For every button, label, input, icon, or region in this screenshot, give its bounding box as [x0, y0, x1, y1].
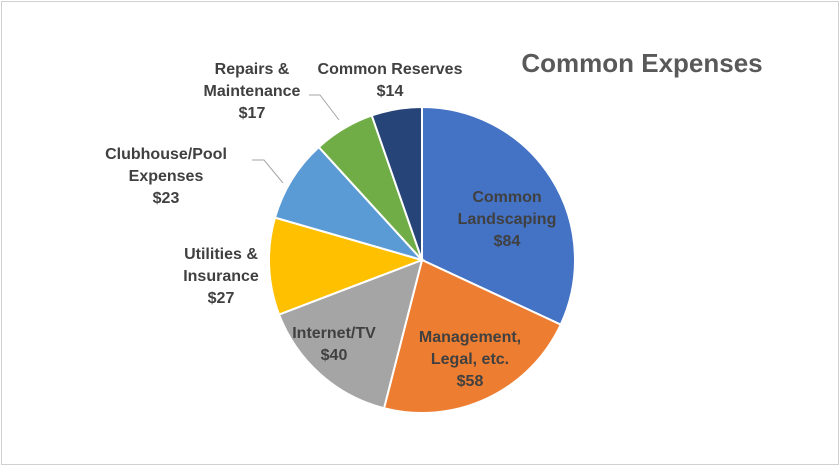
data-label: Clubhouse/Pool Expenses $23	[105, 146, 227, 207]
data-label-value: $27	[208, 290, 235, 307]
chart-title: Common Expenses	[521, 48, 762, 78]
data-label: Repairs & Maintenance $17	[204, 61, 301, 122]
data-label-value: $84	[494, 233, 521, 250]
data-label-value: $23	[153, 190, 180, 207]
data-label: Internet/TV $40	[292, 325, 376, 364]
data-label-category: Insurance	[183, 268, 259, 285]
data-label-category: Utilities &	[184, 246, 258, 263]
data-label-category: Repairs &	[215, 61, 290, 78]
data-label: Management, Legal, etc. $58	[419, 329, 521, 390]
data-label-value: $14	[377, 83, 404, 100]
data-label-category: Expenses	[129, 168, 204, 185]
data-label: Utilities & Insurance $27	[183, 246, 259, 307]
leader-line	[309, 94, 340, 121]
data-label-value: $17	[239, 105, 266, 122]
pie-slice-utilities-insurance	[268, 216, 426, 316]
pie-slice-internet-tv	[277, 258, 424, 410]
data-label: Common Landscaping $84	[458, 189, 557, 250]
pie-slice-common-reserves	[370, 105, 423, 261]
data-label: Common Reserves $14	[318, 61, 463, 100]
data-label-value: $40	[321, 347, 348, 364]
data-label-category: Maintenance	[204, 83, 301, 100]
data-label-value: $58	[457, 373, 484, 390]
data-label-category: Clubhouse/Pool	[105, 146, 227, 163]
data-label-category: Common Reserves	[318, 61, 463, 78]
data-label-category: Common	[472, 189, 541, 206]
pie-slice-common-landscaping	[421, 105, 576, 326]
pie-slice-clubhouse-pool-expenses	[273, 145, 426, 262]
pie-slice-management-legal-etc	[382, 258, 563, 414]
data-label-category: Internet/TV	[292, 325, 376, 342]
leader-line	[252, 159, 284, 184]
data-label-category: Management,	[419, 329, 521, 346]
data-label-category: Landscaping	[458, 211, 557, 228]
data-label-category: Legal, etc.	[431, 351, 509, 368]
